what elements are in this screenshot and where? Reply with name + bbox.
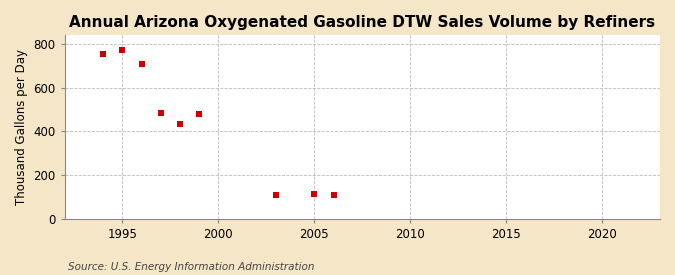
Y-axis label: Thousand Gallons per Day: Thousand Gallons per Day bbox=[15, 49, 28, 205]
Point bbox=[194, 112, 205, 116]
Point bbox=[309, 191, 320, 196]
Point bbox=[328, 192, 339, 197]
Point bbox=[155, 111, 166, 115]
Point bbox=[271, 192, 281, 197]
Text: Source: U.S. Energy Information Administration: Source: U.S. Energy Information Administ… bbox=[68, 262, 314, 272]
Point bbox=[98, 52, 109, 56]
Point bbox=[117, 47, 128, 52]
Point bbox=[136, 62, 147, 66]
Title: Annual Arizona Oxygenated Gasoline DTW Sales Volume by Refiners: Annual Arizona Oxygenated Gasoline DTW S… bbox=[70, 15, 655, 30]
Point bbox=[175, 122, 186, 126]
